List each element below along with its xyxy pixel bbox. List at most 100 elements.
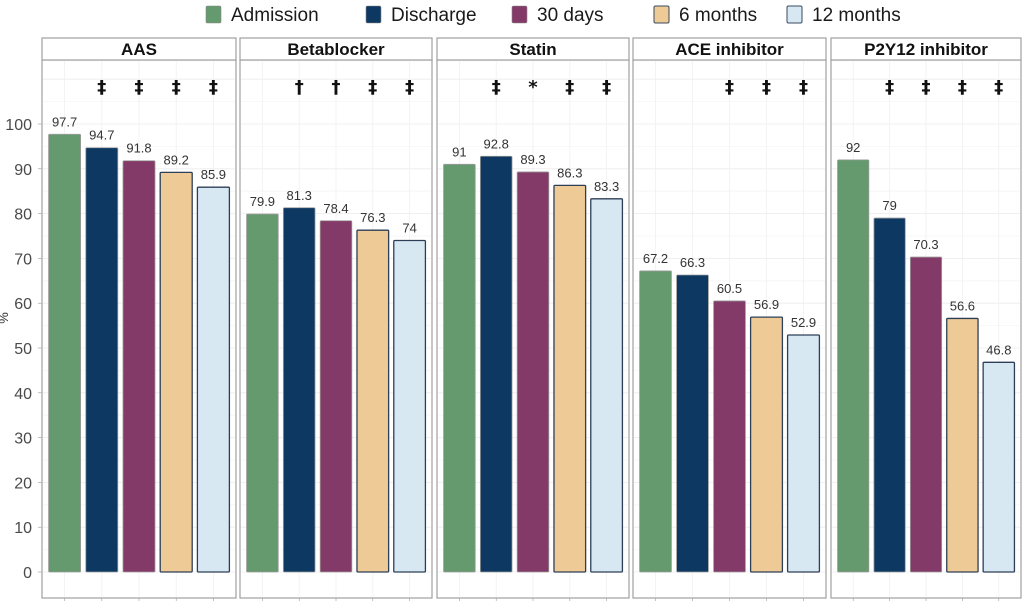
- significance-marker: †: [295, 77, 304, 98]
- data-label: 52.9: [791, 315, 816, 330]
- panel-title: P2Y12 inhibitor: [864, 40, 988, 59]
- data-label: 79.9: [250, 194, 275, 209]
- legend-item-12-months: 12 months: [786, 5, 901, 26]
- y-tick-label: 20: [14, 475, 32, 492]
- y-tick-label: 80: [14, 207, 32, 224]
- bar-statin-discharge: [479, 155, 513, 573]
- legend-label-6-months: 6 months: [679, 5, 757, 26]
- significance-marker: ‡: [799, 77, 808, 98]
- bar-betablocker-admission: [246, 213, 279, 573]
- data-label: 56.6: [950, 298, 975, 313]
- panel-strip: [239, 37, 433, 61]
- data-label: 86.3: [557, 165, 582, 180]
- panel-statin: Statin 91 92.8 ‡ 89.3 * 86.3 ‡ 83.3 ‡: [436, 37, 630, 601]
- bar-betablocker-30-days: [319, 220, 353, 573]
- legend-item-discharge: Discharge: [365, 5, 477, 26]
- significance-marker: ‡: [172, 77, 181, 98]
- bar-p2y12-inhibitor-6-months: [946, 317, 979, 573]
- significance-marker: ‡: [725, 77, 734, 98]
- data-label: 46.8: [986, 342, 1011, 357]
- bar-betablocker-12-months: [393, 239, 427, 573]
- significance-marker: †: [332, 77, 341, 98]
- significance-marker: ‡: [565, 77, 574, 98]
- data-label: 76.3: [360, 210, 385, 225]
- data-label: 89.3: [520, 152, 545, 167]
- bar-statin-12-months: [590, 198, 624, 573]
- data-label: 67.2: [643, 251, 668, 266]
- y-tick-label: 30: [14, 431, 32, 448]
- legend: Admission Discharge 30 days 6 months 12 mont…: [205, 5, 901, 26]
- legend-label-12-months: 12 months: [812, 5, 901, 26]
- bar-ace-inhibitor-admission: [639, 270, 672, 573]
- panels: AAS 97.7 94.7 ‡ 91.8 ‡ 89.2 ‡ 85.9 ‡ Betablocker 79…: [41, 37, 1022, 601]
- bar-aas-6-months: [159, 171, 193, 573]
- legend-item-30-days: 30 days: [511, 5, 604, 26]
- legend-label-admission: Admission: [231, 5, 319, 26]
- y-tick-label: 40: [14, 386, 32, 403]
- data-label: 92.8: [484, 136, 509, 151]
- bar-statin-admission: [443, 163, 476, 573]
- data-label: 78.4: [323, 201, 348, 216]
- legend-label-30-days: 30 days: [537, 5, 604, 26]
- bar-p2y12-inhibitor-12-months: [982, 361, 1016, 573]
- significance-marker: ‡: [492, 77, 501, 98]
- significance-marker: ‡: [958, 77, 967, 98]
- bar-betablocker-6-months: [356, 229, 390, 573]
- significance-marker: ‡: [97, 77, 106, 98]
- data-label: 94.7: [89, 128, 114, 143]
- y-tick-label: 10: [14, 520, 32, 537]
- panel-title: AAS: [121, 40, 157, 59]
- panel-title: Betablocker: [287, 40, 385, 59]
- panel-betablocker: Betablocker 79.9 81.3 † 78.4 † 76.3 ‡ 74 ‡: [239, 37, 433, 601]
- bar-p2y12-inhibitor-discharge: [873, 217, 906, 573]
- significance-marker: ‡: [602, 77, 611, 98]
- y-tick-label: 60: [14, 296, 32, 313]
- significance-marker: ‡: [135, 77, 144, 98]
- y-tick-label: 90: [14, 162, 32, 179]
- data-label: 91: [452, 144, 466, 159]
- data-label: 70.3: [913, 237, 938, 252]
- y-tick-label: 70: [14, 251, 32, 268]
- data-label: 56.9: [754, 297, 779, 312]
- significance-marker: ‡: [209, 77, 218, 98]
- legend-swatch-12-months: [786, 5, 803, 24]
- data-label: 81.3: [287, 188, 312, 203]
- data-label: 79: [882, 198, 896, 213]
- y-tick-label: 100: [5, 117, 32, 134]
- data-label: 83.3: [594, 179, 619, 194]
- data-label: 97.7: [52, 114, 77, 129]
- data-label: 91.8: [126, 141, 151, 156]
- bar-p2y12-inhibitor-30-days: [909, 256, 943, 573]
- panel-title: ACE inhibitor: [675, 40, 784, 59]
- data-label: 89.2: [164, 152, 189, 167]
- bar-ace-inhibitor-6-months: [749, 316, 784, 573]
- data-label: 74: [402, 220, 416, 235]
- bar-aas-discharge: [85, 147, 119, 573]
- bar-ace-inhibitor-12-months: [786, 334, 821, 573]
- data-label: 60.5: [717, 281, 742, 296]
- panel-p2y12-inhibitor: P2Y12 inhibitor 92 79 ‡ 70.3 ‡ 56.6 ‡ 46.8 ‡: [830, 37, 1022, 601]
- panel-ace-inhibitor: ACE inhibitor 67.2 66.3 60.5 ‡ 56.9 ‡ 52.9 ‡: [632, 37, 827, 601]
- bar-ace-inhibitor-30-days: [713, 300, 746, 573]
- panel-strip: [632, 37, 827, 61]
- data-label: 85.9: [201, 167, 226, 182]
- bar-p2y12-inhibitor-admission: [837, 159, 870, 573]
- bar-statin-6-months: [553, 184, 587, 573]
- y-tick-label: 0: [23, 565, 32, 582]
- significance-marker: ‡: [922, 77, 931, 98]
- significance-marker: ‡: [994, 77, 1003, 98]
- legend-swatch-admission: [205, 5, 222, 24]
- panel-strip: [41, 37, 237, 61]
- y-axis-label: %: [0, 312, 11, 324]
- bar-aas-30-days: [122, 160, 156, 573]
- panel-aas: AAS 97.7 94.7 ‡ 91.8 ‡ 89.2 ‡ 85.9 ‡: [41, 37, 237, 601]
- y-axis: 0 10 20 30 40 50 60 70 80 90 100%: [0, 117, 42, 582]
- significance-marker: *: [528, 77, 538, 98]
- panel-title: Statin: [509, 40, 556, 59]
- legend-swatch-30-days: [511, 5, 528, 24]
- significance-marker: ‡: [405, 77, 414, 98]
- bar-aas-admission: [48, 133, 81, 573]
- panel-strip: [436, 37, 630, 61]
- y-tick-label: 50: [14, 341, 32, 358]
